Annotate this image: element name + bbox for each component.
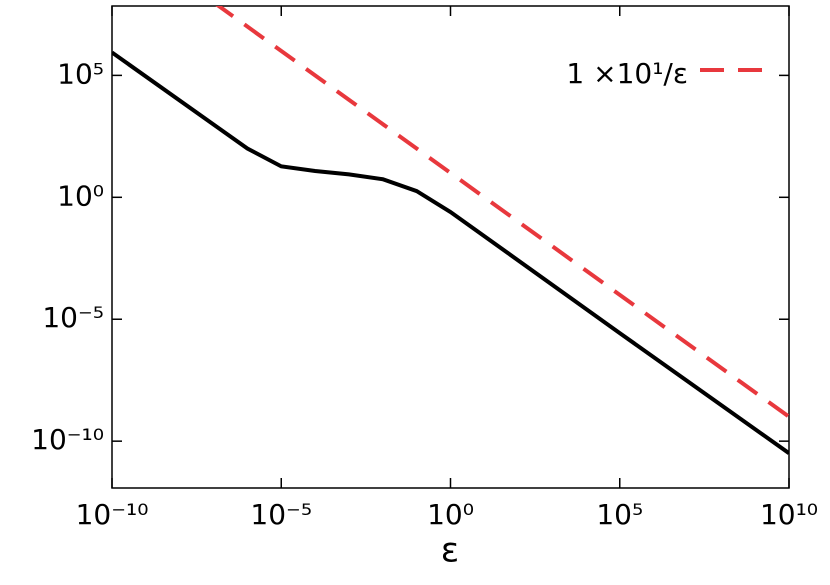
x-tick-label: 10⁵ [596, 498, 643, 531]
x-axis-label: ε [441, 531, 459, 571]
y-tick-label: 10⁰ [57, 179, 104, 212]
plot-area [112, 6, 789, 455]
x-tick-label: 10⁻¹⁰ [76, 498, 149, 531]
x-tick-label: 10⁰ [427, 498, 474, 531]
legend-label: 1 ×10¹/ε [566, 57, 688, 90]
y-tick-label: 10⁻⁵ [42, 301, 104, 334]
line-series [112, 50, 789, 455]
x-tick-label: 10⁻⁵ [250, 498, 312, 531]
x-tick-label: 10¹⁰ [760, 498, 818, 531]
y-tick-label: 10⁵ [57, 57, 104, 90]
line-series [215, 6, 789, 419]
y-tick-label: 10⁻¹⁰ [31, 423, 104, 456]
